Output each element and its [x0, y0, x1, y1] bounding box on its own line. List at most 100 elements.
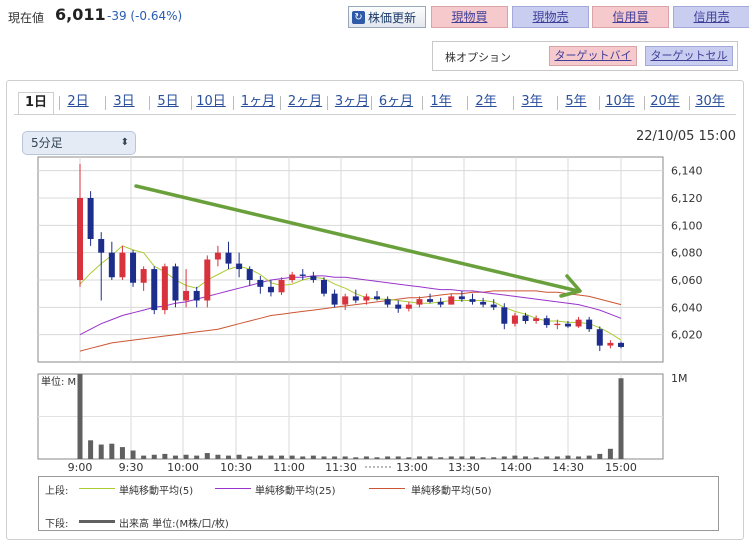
volume-bar: [183, 454, 189, 459]
chart-legend: 上段: 単純移動平均(5) 単純移動平均(25) 単純移動平均(50) 下段: …: [38, 476, 719, 531]
candle-body: [267, 286, 274, 293]
candle-body: [384, 299, 391, 305]
candle-body: [289, 274, 296, 280]
trend-arrow-head: [559, 274, 582, 298]
time-tick-label: 14:00: [500, 461, 532, 474]
candle-body: [416, 299, 423, 305]
tab-13[interactable]: 5年: [565, 94, 587, 109]
tab-divider: [14, 114, 736, 115]
refresh-price-button[interactable]: ↻ 株価更新: [348, 6, 426, 28]
candle-body: [533, 318, 540, 321]
volume-bar: [151, 454, 157, 459]
candle-body: [98, 239, 105, 253]
tab-separator: [59, 96, 60, 110]
ma25-line: [79, 275, 622, 336]
candle-body: [352, 296, 359, 301]
refresh-price-label: 株価更新: [368, 10, 417, 25]
time-tick-label: 10:30: [220, 461, 252, 474]
current-price-value: 6,011: [55, 5, 106, 24]
candle-body: [225, 252, 232, 264]
tab-16[interactable]: 30年: [695, 94, 725, 109]
candle-body: [480, 301, 487, 305]
stock-options-box: 株オプション ターゲットバイ ターゲットセル: [432, 41, 738, 71]
candle-body: [246, 269, 253, 280]
volume-bar: [321, 456, 327, 459]
tab-3[interactable]: 3日: [113, 94, 135, 109]
chevron-updown-icon: ⬍: [120, 137, 129, 148]
interval-select[interactable]: 5分足 ⬍: [22, 131, 136, 155]
volume-bar: [215, 454, 221, 459]
target-sell-button[interactable]: ターゲットセル: [645, 46, 733, 66]
tab-separator: [467, 96, 468, 110]
target-buy-button[interactable]: ターゲットバイ: [549, 46, 637, 66]
tab-separator: [371, 96, 372, 110]
candle-body: [140, 269, 147, 283]
tab-separator: [689, 96, 690, 110]
tab-5[interactable]: 10日: [196, 94, 226, 109]
time-tick-label: 9:30: [119, 461, 144, 474]
legend-ma25-swatch: [215, 488, 251, 489]
time-tick-label: 14:30: [552, 461, 584, 474]
legend-lower-label: 下段:: [45, 519, 69, 530]
tab-14[interactable]: 10年: [605, 94, 635, 109]
candle-body: [161, 266, 168, 311]
volume-bar: [332, 456, 338, 459]
volume-bar: [194, 455, 200, 459]
candle-body: [586, 319, 593, 330]
time-tick-label: 15:00: [605, 461, 637, 474]
tab-10[interactable]: 1年: [430, 94, 452, 109]
legend-upper-label: 上段:: [45, 486, 69, 497]
candle-body: [172, 266, 179, 301]
tab-separator: [280, 96, 281, 110]
volume-bar: [77, 374, 83, 459]
volume-bar: [448, 456, 454, 459]
tab-6[interactable]: 1ヶ月: [240, 94, 276, 109]
spot-buy-button[interactable]: 現物買: [431, 6, 508, 28]
time-tick-label: 10:00: [167, 461, 199, 474]
volume-bar: [565, 455, 571, 459]
time-tick-label: 13:30: [448, 461, 480, 474]
tab-12[interactable]: 3年: [521, 94, 543, 109]
volume-bar: [586, 455, 592, 459]
candle-body: [257, 280, 264, 287]
tab-2[interactable]: 2日: [67, 94, 89, 109]
candle-body: [437, 301, 444, 305]
tab-separator: [105, 96, 106, 110]
volume-bar: [385, 456, 391, 459]
volume-bar: [226, 455, 232, 459]
tab-1[interactable]: 1日: [18, 92, 54, 115]
volume-bar: [438, 457, 444, 459]
price-tick-label: 6,100: [671, 219, 703, 232]
tab-15[interactable]: 20年: [650, 94, 680, 109]
volume-bar: [512, 455, 518, 459]
volume-bar: [523, 456, 529, 459]
candle-body: [522, 315, 529, 321]
volume-bar: [162, 453, 168, 459]
price-tick-label: 6,120: [671, 192, 703, 205]
candle-body: [543, 318, 550, 326]
margin-sell-button[interactable]: 信用売: [673, 6, 749, 28]
volume-bar: [427, 456, 433, 459]
candle-body: [618, 342, 624, 347]
tab-4[interactable]: 5日: [157, 94, 179, 109]
time-tick-label: 11:30: [325, 461, 357, 474]
tab-9[interactable]: 6ヶ月: [378, 94, 414, 109]
volume-bar: [204, 453, 210, 459]
tab-separator: [557, 96, 558, 110]
candle-body: [183, 290, 190, 301]
tab-8[interactable]: 3ヶ月: [334, 94, 370, 109]
ma5-line: [79, 245, 622, 341]
spot-sell-button[interactable]: 現物売: [512, 6, 589, 28]
time-tick-label: 13:00: [396, 461, 428, 474]
volume-bar: [172, 455, 178, 459]
time-tick-label: 9:00: [68, 461, 93, 474]
legend-ma5-label: 単純移動平均(5): [119, 486, 194, 497]
volume-bar: [395, 456, 401, 459]
candle-body: [236, 263, 243, 270]
margin-buy-button[interactable]: 信用買: [592, 6, 669, 28]
candle-body: [564, 323, 571, 327]
volume-bar: [501, 456, 507, 459]
tab-separator: [233, 96, 234, 110]
tab-11[interactable]: 2年: [475, 94, 497, 109]
tab-7[interactable]: 2ヶ月: [287, 94, 323, 109]
